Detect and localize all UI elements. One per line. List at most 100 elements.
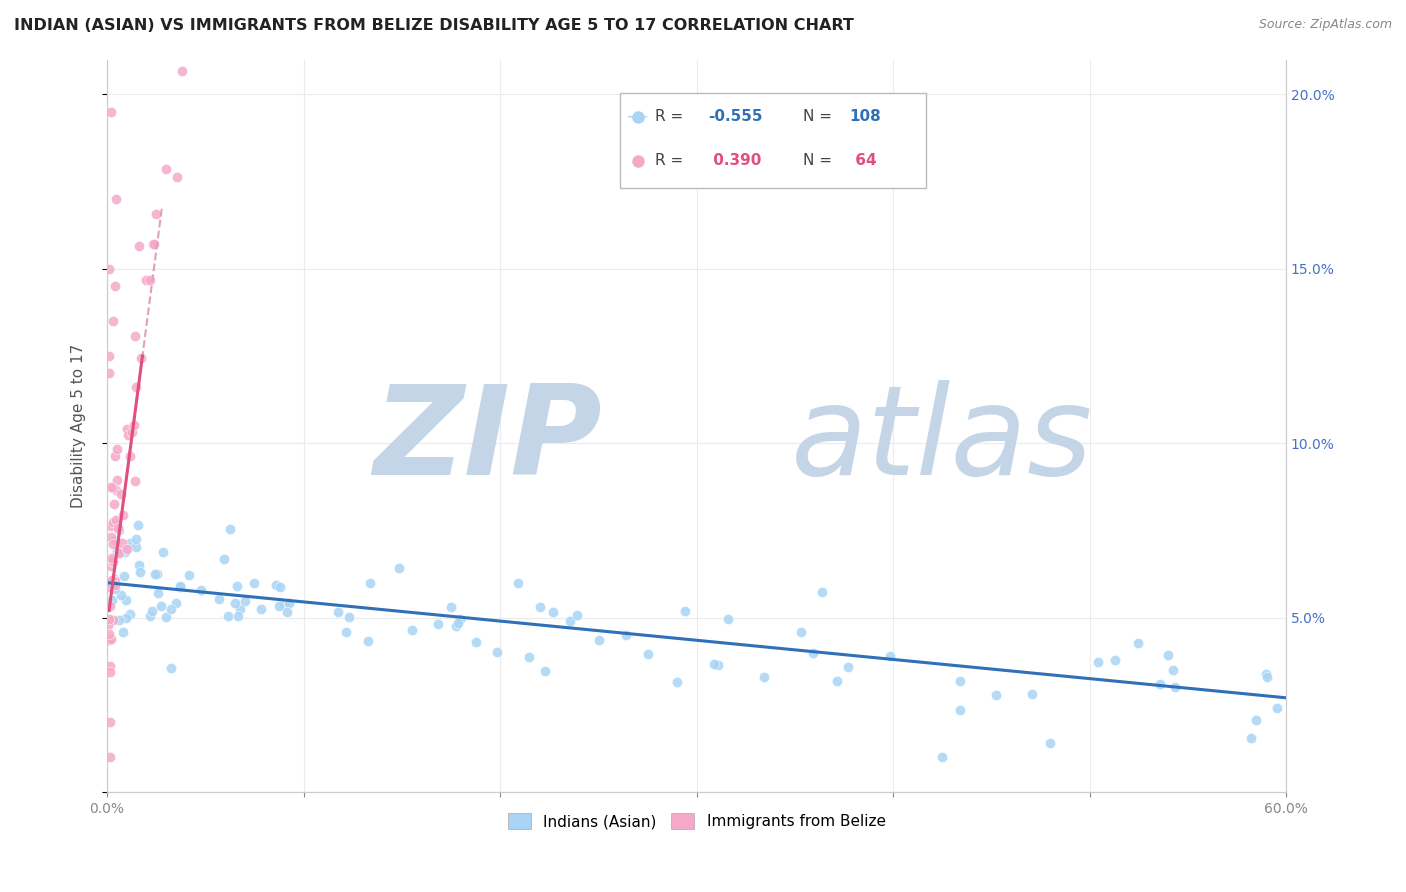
Point (105, 473, 128, 487)
Point (101, 551, 124, 566)
Point (105, 544, 128, 558)
Point (984, 688, 1007, 702)
Point (110, 545, 132, 559)
Point (127, 518, 149, 533)
Point (447, 616, 470, 631)
Point (115, 611, 138, 625)
Point (706, 658, 728, 673)
Point (105, 192, 128, 206)
Point (179, 567, 201, 582)
Point (105, 442, 128, 456)
Point (440, 599, 463, 614)
Point (208, 591, 231, 606)
Point (143, 566, 166, 581)
Point (1087, 655, 1109, 669)
Point (1157, 648, 1180, 662)
Point (103, 497, 125, 511)
Point (464, 635, 486, 649)
Point (112, 624, 135, 639)
Point (98, 750, 121, 764)
Point (506, 576, 529, 591)
Point (226, 579, 249, 593)
Point (97, 349, 120, 363)
Point (108, 523, 131, 537)
Point (449, 612, 471, 626)
Point (98, 599, 121, 614)
Point (1149, 677, 1171, 691)
Y-axis label: Disability Age 5 to 17: Disability Age 5 to 17 (72, 343, 86, 508)
Point (143, 236, 166, 251)
Point (752, 670, 775, 684)
Point (444, 618, 467, 632)
Point (100, 530, 122, 544)
Point (98, 715, 121, 730)
Point (558, 615, 581, 629)
Text: ZIP: ZIP (374, 380, 602, 501)
Text: N =: N = (803, 109, 837, 124)
Point (616, 628, 638, 642)
Point (135, 273, 157, 287)
Point (166, 170, 188, 185)
Point (169, 579, 191, 593)
Point (529, 600, 551, 615)
Point (141, 604, 163, 618)
Point (243, 575, 266, 590)
Point (118, 607, 141, 622)
Point (790, 625, 813, 640)
Point (120, 536, 142, 550)
Point (97, 627, 120, 641)
Point (1039, 736, 1062, 750)
Point (146, 566, 169, 581)
Point (100, 559, 122, 574)
Point (1267, 701, 1289, 715)
Point (517, 649, 540, 664)
Point (811, 585, 834, 599)
Point (100, 593, 122, 607)
Point (125, 540, 148, 554)
Point (115, 593, 138, 607)
Point (101, 576, 124, 591)
Point (165, 596, 187, 610)
Point (97, 618, 120, 632)
Point (401, 623, 423, 637)
Point (155, 610, 177, 624)
Point (100, 632, 122, 646)
Point (949, 674, 972, 689)
Point (103, 537, 125, 551)
Point (152, 545, 174, 559)
Point (160, 661, 183, 675)
Text: Source: ZipAtlas.com: Source: ZipAtlas.com (1258, 18, 1392, 31)
Point (637, 648, 659, 662)
Point (567, 607, 589, 622)
Point (104, 574, 127, 588)
Point (825, 673, 848, 688)
Legend: Indians (Asian), Immigrants from Belize: Indians (Asian), Immigrants from Belize (502, 807, 891, 836)
Point (101, 574, 124, 589)
Point (250, 601, 273, 615)
Point (129, 351, 152, 365)
Point (269, 580, 291, 594)
Point (124, 532, 146, 546)
Point (217, 609, 239, 624)
Point (98, 261, 121, 276)
Point (803, 646, 825, 660)
Point (224, 596, 246, 610)
Point (1128, 636, 1150, 650)
Point (124, 474, 146, 488)
Point (388, 561, 411, 575)
Point (100, 480, 122, 494)
Point (717, 612, 740, 626)
Point (104, 533, 127, 548)
Point (426, 616, 449, 631)
Point (1161, 664, 1184, 678)
Point (103, 279, 125, 293)
Text: R =: R = (655, 109, 689, 124)
Point (190, 582, 212, 597)
Point (118, 449, 141, 463)
Point (673, 603, 696, 617)
Point (103, 554, 125, 568)
Point (139, 609, 162, 624)
Point (1246, 713, 1268, 727)
Point (101, 515, 124, 529)
Point (117, 427, 139, 442)
